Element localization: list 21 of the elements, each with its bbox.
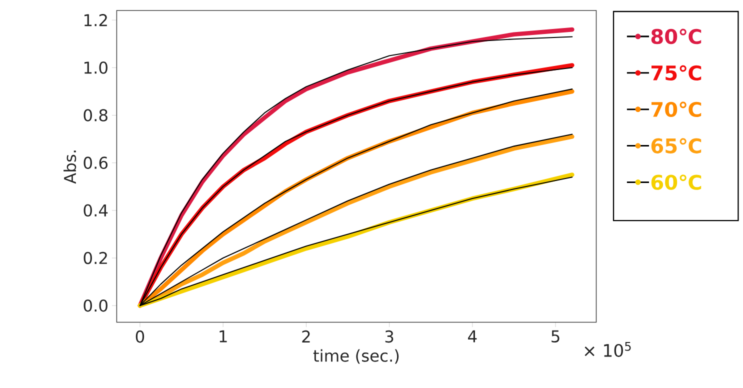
y-tick-label: 0.6 — [84, 156, 108, 169]
x-tick-label: 2 — [302, 330, 310, 342]
y-tick-label: 0.4 — [84, 204, 108, 216]
legend-label: 60℃ — [651, 174, 702, 190]
x-tick-label: 3 — [385, 330, 394, 342]
y-axis-title: Abs. — [64, 150, 76, 184]
text: × 10$^{5}$ — [584, 342, 631, 357]
legend-label: 75℃ — [652, 65, 702, 80]
y-tick-label: 0.8 — [84, 108, 108, 122]
x-tick-label: 0 — [136, 330, 144, 342]
y-tick-label: 1.0 — [84, 61, 108, 74]
x-tick-label: 1 — [220, 330, 227, 342]
legend-label: 70℃ — [652, 101, 702, 117]
y-tick-label: 0.2 — [84, 252, 107, 264]
x-tick-label: 5 — [552, 330, 560, 342]
x-tick-label: 4 — [468, 330, 477, 342]
legend-label: 80℃ — [651, 28, 702, 44]
x-axis-title: time (sec.) — [313, 349, 399, 364]
y-tick-label: 0.0 — [84, 299, 108, 312]
y-tick-label: 1.2 — [84, 14, 107, 26]
legend-label: 65℃ — [651, 138, 702, 154]
